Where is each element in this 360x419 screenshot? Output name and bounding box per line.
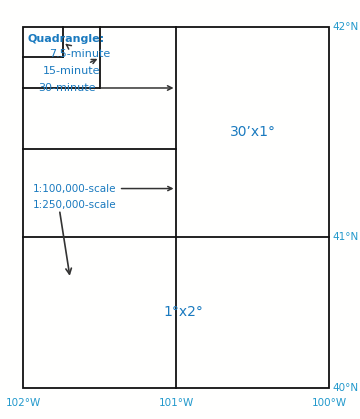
Text: 1:100,000-scale: 1:100,000-scale [32,184,172,194]
Text: 41°N: 41°N [332,232,359,242]
Text: 1:250,000-scale: 1:250,000-scale [32,200,116,210]
Text: 15-minute: 15-minute [43,59,101,76]
Text: 102°W: 102°W [6,398,41,408]
Text: 7.5-minute: 7.5-minute [49,44,110,59]
Text: 42°N: 42°N [332,22,359,32]
Text: 30’x1°: 30’x1° [230,125,276,139]
Text: 30-minute: 30-minute [38,83,172,93]
Text: 101°W: 101°W [159,398,194,408]
Bar [23,27,329,388]
Text: 100°W: 100°W [312,398,347,408]
Text: 1°x2°: 1°x2° [164,305,203,319]
Text: Quadrangle:: Quadrangle: [27,34,104,44]
Text: 40°N: 40°N [332,383,359,393]
